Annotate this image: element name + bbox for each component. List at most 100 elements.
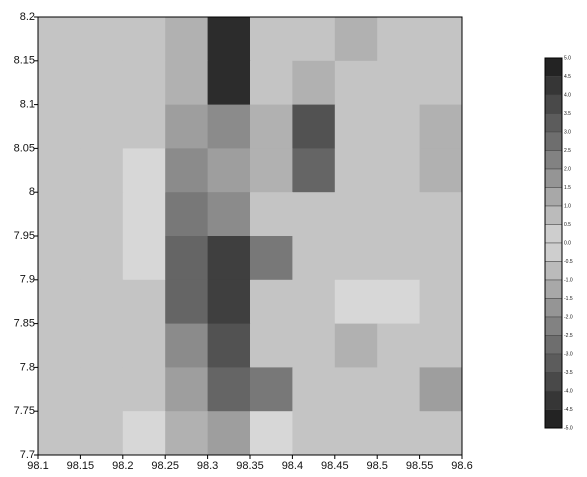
heat-cell <box>420 148 463 192</box>
heat-cell <box>38 105 81 149</box>
colorbar-band <box>545 114 562 133</box>
x-tick-label: 98.5 <box>366 460 387 472</box>
y-tick-label: 8.2 <box>20 11 35 23</box>
colorbar-band <box>545 262 562 281</box>
page: 98.198.1598.298.2598.398.3598.498.4598.5… <box>0 0 587 477</box>
heat-cell <box>377 148 420 192</box>
x-tick-label: 98.25 <box>151 460 179 472</box>
heat-cell <box>123 105 166 149</box>
heat-cell <box>123 367 166 411</box>
heat-cell <box>123 17 166 61</box>
colorbar-band <box>545 336 562 355</box>
heat-cell <box>377 367 420 411</box>
colorbar-band <box>545 280 562 299</box>
heat-cell <box>377 236 420 280</box>
y-tick-label: 7.9 <box>20 274 35 286</box>
heat-cell <box>80 192 123 236</box>
heat-cell <box>208 367 251 411</box>
y-tick-label: 7.75 <box>14 405 35 417</box>
heat-cell <box>123 236 166 280</box>
colorbar-band <box>545 354 562 373</box>
heat-cell <box>250 148 293 192</box>
heat-cell <box>420 61 463 105</box>
y-tick-label: 8.05 <box>14 142 35 154</box>
x-tick-label: 98.35 <box>236 460 264 472</box>
heat-cell <box>38 192 81 236</box>
colorbar-label: 0.0 <box>564 240 571 246</box>
colorbar-label: -3.0 <box>564 351 573 357</box>
heat-cell <box>208 192 251 236</box>
colorbar-label: -4.5 <box>564 407 573 413</box>
heat-cell <box>123 61 166 105</box>
heat-cell <box>208 148 251 192</box>
colorbar-label: 1.5 <box>564 185 571 191</box>
heat-cell <box>38 148 81 192</box>
colorbar-label: -5.0 <box>564 425 573 431</box>
heat-cell <box>250 236 293 280</box>
y-tick-label: 8.15 <box>14 55 35 67</box>
heat-cell <box>38 17 81 61</box>
colorbar-label: -0.5 <box>564 259 573 265</box>
heat-cell <box>80 17 123 61</box>
colorbar-label: 3.0 <box>564 129 571 135</box>
heat-cell <box>38 367 81 411</box>
heat-cell <box>420 192 463 236</box>
heat-cell <box>335 367 378 411</box>
heat-cell <box>420 324 463 368</box>
heat-cell <box>250 411 293 455</box>
heat-cell <box>250 324 293 368</box>
colorbar-band <box>545 132 562 151</box>
heat-cell <box>165 324 208 368</box>
heat-cell <box>292 17 335 61</box>
x-tick-label: 98.15 <box>67 460 95 472</box>
colorbar-label: 4.5 <box>564 74 571 80</box>
heat-cell <box>335 280 378 324</box>
x-tick-label: 98.2 <box>112 460 133 472</box>
heat-cell <box>80 236 123 280</box>
heat-cell <box>250 280 293 324</box>
heat-cell <box>80 105 123 149</box>
colorbar-label: 5.0 <box>564 55 571 61</box>
heat-cell <box>335 411 378 455</box>
heat-cell <box>250 367 293 411</box>
heat-cell <box>292 61 335 105</box>
heat-cell <box>377 411 420 455</box>
colorbar-label: 0.5 <box>564 222 571 228</box>
colorbar-band <box>545 188 562 207</box>
heat-cell <box>165 61 208 105</box>
colorbar-band <box>545 317 562 336</box>
heat-cell <box>38 411 81 455</box>
heat-cell <box>208 280 251 324</box>
heat-cell <box>420 105 463 149</box>
heat-cell <box>165 148 208 192</box>
heat-cell <box>123 280 166 324</box>
colorbar-band <box>545 391 562 410</box>
heat-cell <box>420 280 463 324</box>
colorbar-band <box>545 410 562 429</box>
heat-cell <box>208 236 251 280</box>
heat-cell <box>335 236 378 280</box>
heat-cell <box>420 411 463 455</box>
y-tick-label: 8 <box>29 186 35 198</box>
heat-cell <box>80 367 123 411</box>
colorbar-band <box>545 206 562 225</box>
heat-cell <box>335 61 378 105</box>
heat-cell <box>335 192 378 236</box>
x-tick-label: 98.3 <box>197 460 218 472</box>
y-tick-label: 7.8 <box>20 361 35 373</box>
heat-cell <box>208 324 251 368</box>
heat-cell <box>292 236 335 280</box>
heat-cell <box>80 61 123 105</box>
heat-cell <box>208 17 251 61</box>
heat-cell <box>165 17 208 61</box>
y-tick-label: 7.7 <box>20 449 35 461</box>
heat-cell <box>165 236 208 280</box>
colorbar-label: 1.0 <box>564 203 571 209</box>
heat-cell <box>377 324 420 368</box>
colorbar-band <box>545 77 562 96</box>
heat-cell <box>38 280 81 324</box>
heat-cell <box>38 236 81 280</box>
heat-cell <box>123 192 166 236</box>
heat-cell <box>123 324 166 368</box>
colorbar-label: 3.5 <box>564 111 571 117</box>
